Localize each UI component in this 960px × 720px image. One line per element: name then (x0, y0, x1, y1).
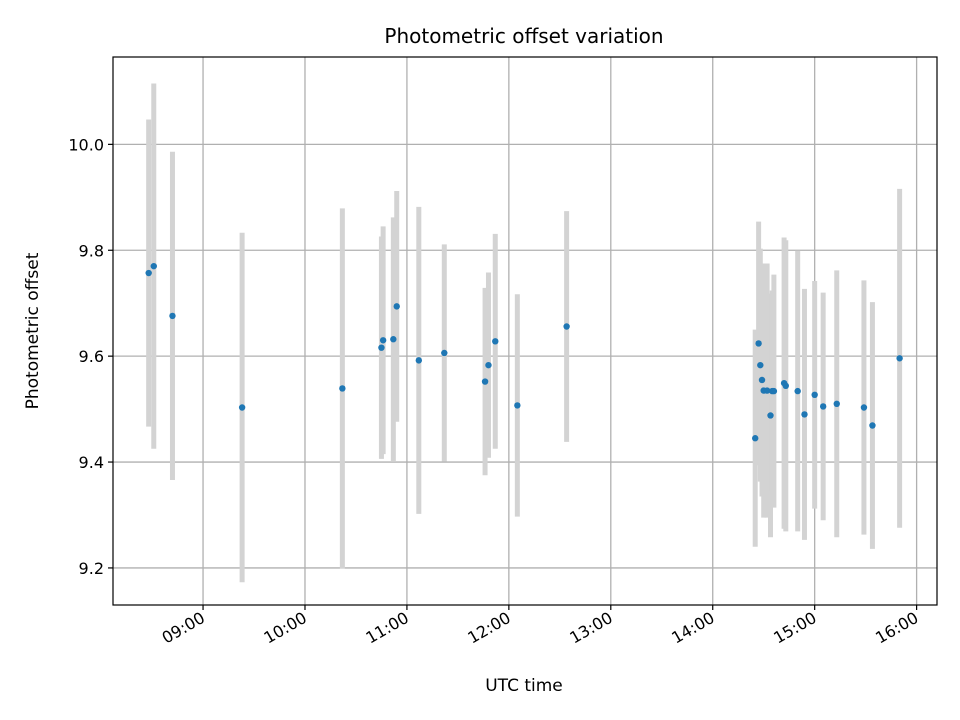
data-point (770, 387, 778, 395)
data-point (801, 411, 808, 418)
y-axis: 9.2 9.4 9.6 9.8 10.0 (68, 135, 113, 578)
y-tick-label: 9.6 (79, 347, 104, 366)
x-axis-title: UTC time (485, 676, 563, 696)
y-tick-label: 9.2 (79, 559, 104, 578)
error-bars (146, 83, 903, 583)
data-point (339, 385, 346, 392)
x-tick-label: 16:00 (872, 608, 921, 648)
data-point (378, 344, 385, 351)
data-point (811, 391, 818, 399)
x-tick-label: 15:00 (770, 608, 819, 648)
x-tick-label: 10:00 (261, 608, 310, 648)
data-point (393, 303, 400, 310)
data-point (145, 269, 152, 277)
data-point (415, 357, 423, 364)
x-tick-label: 12:00 (464, 608, 513, 648)
x-tick-label: 14:00 (668, 608, 717, 648)
data-point (441, 349, 448, 357)
data-point (794, 387, 801, 395)
data-point (860, 404, 868, 411)
data-point (758, 376, 766, 384)
data-point (563, 323, 570, 330)
y-axis-title: Photometric offset (23, 252, 43, 409)
data-point (757, 361, 764, 369)
x-tick-label: 11:00 (362, 608, 411, 648)
y-tick-label: 10.0 (68, 135, 104, 154)
data-point (896, 355, 903, 362)
data-point (150, 262, 157, 270)
data-point (169, 312, 176, 320)
data-point (752, 435, 759, 442)
data-point (755, 340, 762, 347)
data-point (833, 400, 840, 408)
data-point (492, 338, 499, 345)
data-point (238, 404, 246, 411)
data-point (390, 336, 397, 343)
plot-frame (112, 56, 938, 606)
data-point (514, 402, 521, 409)
data-point (819, 403, 827, 410)
data-point (767, 412, 774, 419)
x-tick-label: 09:00 (159, 608, 208, 648)
data-point (869, 422, 876, 429)
chart-title: Photometric offset variation (384, 24, 663, 48)
data-points (145, 262, 903, 442)
data-point (763, 387, 771, 394)
data-point (379, 337, 387, 344)
x-axis: 09:00 10:00 11:00 12:00 13:00 14:00 15:00 16:00 (159, 605, 922, 648)
y-tick-label: 9.8 (79, 241, 104, 260)
data-point (485, 361, 492, 369)
data-point (481, 378, 489, 385)
data-point (782, 382, 789, 389)
x-tick-label: 13:00 (566, 608, 615, 648)
y-tick-label: 9.4 (79, 453, 104, 472)
